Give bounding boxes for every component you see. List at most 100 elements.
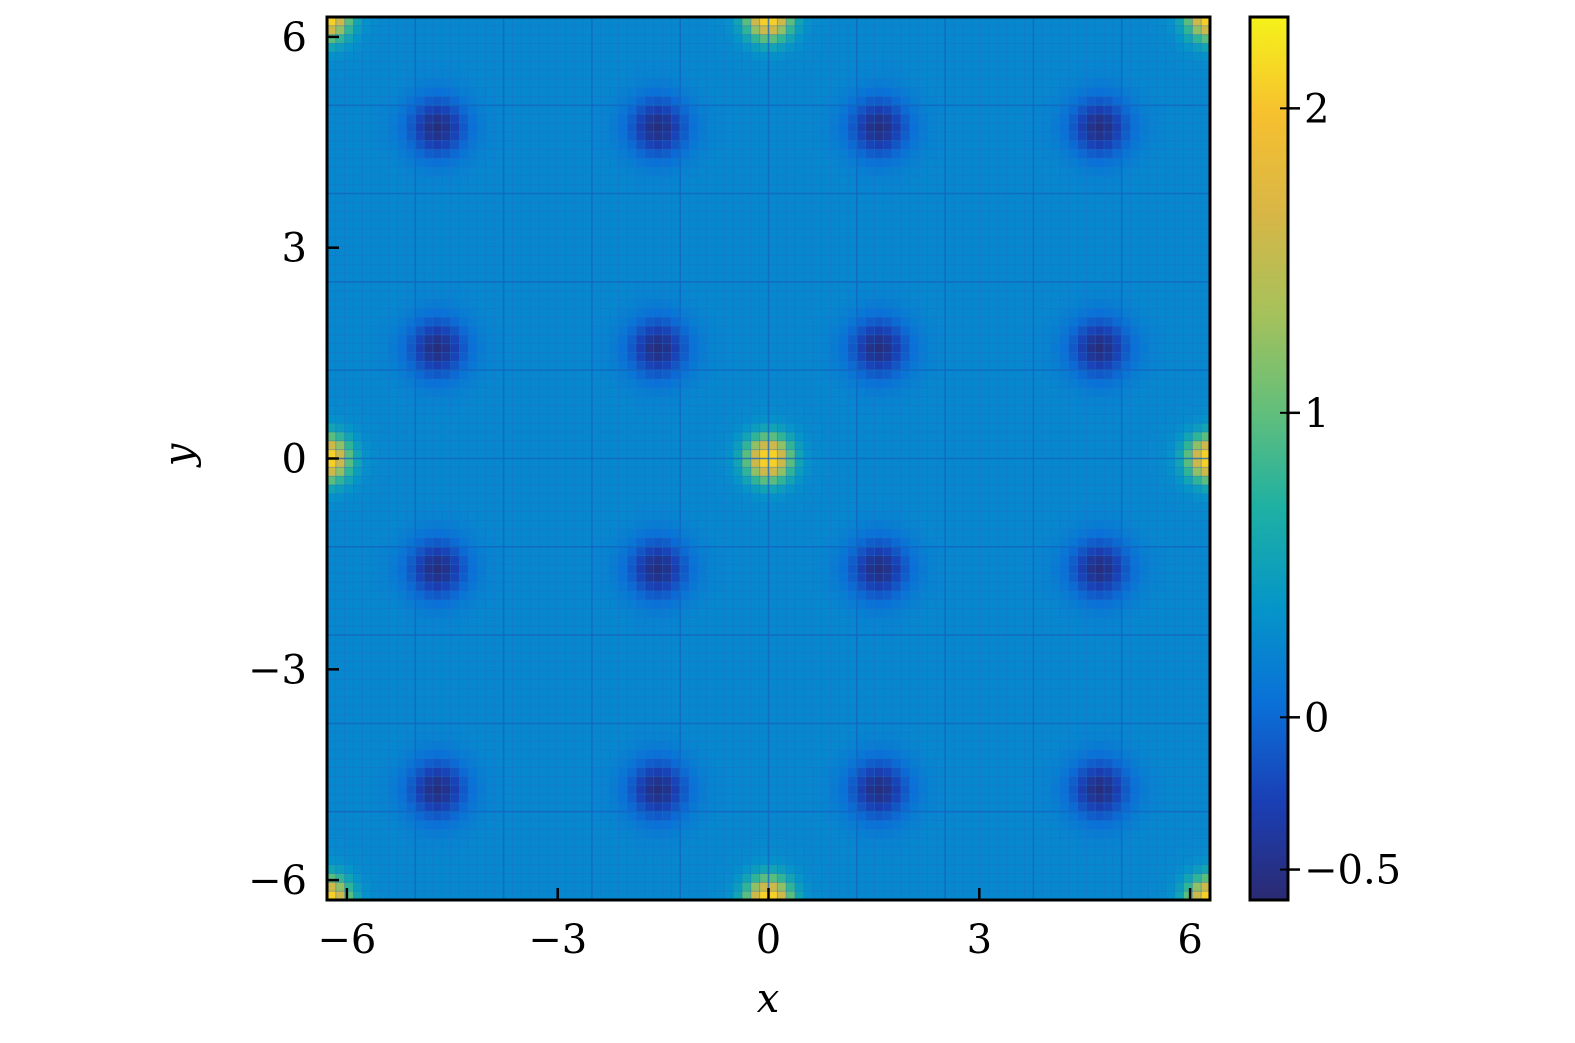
- heatmap-cell: [662, 670, 672, 680]
- heatmap-cell: [415, 78, 425, 89]
- heatmap-cell: [680, 352, 690, 362]
- heatmap-cell: [441, 202, 452, 212]
- heatmap-cell: [697, 635, 708, 645]
- heatmap-cell: [432, 114, 443, 124]
- heatmap-cell: [609, 582, 619, 592]
- heatmap-cell: [441, 679, 452, 689]
- heatmap-cell: [468, 264, 478, 274]
- heatmap-cell: [379, 679, 390, 689]
- heatmap-cell: [644, 175, 655, 186]
- heatmap-cell: [706, 537, 717, 548]
- heatmap-cell: [750, 467, 761, 477]
- heatmap-cell: [644, 564, 655, 574]
- heatmap-cell: [485, 820, 496, 830]
- heatmap-cell: [759, 432, 770, 442]
- heatmap-cell: [512, 661, 522, 672]
- heatmap-cell: [530, 511, 540, 521]
- heatmap-cell: [485, 511, 496, 521]
- heatmap-cell: [530, 370, 540, 380]
- heatmap-cell: [362, 493, 372, 504]
- heatmap-cell: [441, 308, 452, 318]
- heatmap-cell: [485, 723, 496, 733]
- heatmap-cell: [547, 228, 558, 239]
- heatmap-cell: [556, 211, 567, 221]
- heatmap-cell: [379, 432, 390, 442]
- heatmap-cell: [327, 105, 337, 115]
- heatmap-cell: [530, 423, 540, 433]
- heatmap-cell: [750, 449, 761, 460]
- heatmap-cell: [565, 299, 575, 309]
- heatmap-cell: [715, 299, 725, 309]
- heatmap-cell: [680, 617, 690, 627]
- heatmap-cell: [503, 476, 514, 486]
- heatmap-cell: [335, 273, 346, 283]
- heatmap-cell: [742, 25, 752, 36]
- heatmap-cell: [432, 688, 443, 698]
- heatmap-cell: [538, 670, 549, 680]
- heatmap-cell: [327, 396, 337, 407]
- heatmap-cell: [680, 732, 690, 742]
- heatmap-cell: [600, 299, 611, 309]
- heatmap-cell: [494, 273, 505, 283]
- heatmap-cell: [618, 255, 628, 265]
- heatmap-cell: [353, 352, 363, 362]
- heatmap-cell: [689, 370, 699, 380]
- heatmap-cell: [653, 758, 664, 769]
- heatmap-cell: [441, 414, 452, 424]
- heatmap-cell: [689, 308, 699, 318]
- heatmap-cell: [388, 643, 399, 654]
- heatmap-cell: [468, 52, 478, 62]
- heatmap-cell: [583, 34, 593, 45]
- heatmap-cell: [353, 476, 363, 486]
- heatmap-cell: [459, 776, 469, 786]
- heatmap-cell: [512, 714, 522, 724]
- heatmap-cell: [724, 705, 734, 716]
- heatmap-cell: [468, 237, 478, 248]
- heatmap-cell: [503, 52, 514, 62]
- heatmap-cell: [397, 158, 408, 168]
- heatmap-cell: [574, 343, 584, 354]
- heatmap-cell: [530, 723, 540, 733]
- heatmap-cell: [733, 493, 743, 504]
- heatmap-cell: [644, 652, 655, 663]
- heatmap-cell: [397, 829, 408, 839]
- heatmap-cell: [680, 96, 690, 106]
- heatmap-cell: [335, 626, 346, 636]
- heatmap-cell: [388, 149, 399, 159]
- heatmap-cell: [335, 184, 346, 195]
- heatmap-cell: [362, 193, 372, 204]
- heatmap-cell: [327, 69, 337, 80]
- heatmap-cell: [680, 405, 690, 415]
- heatmap-cell: [662, 758, 672, 769]
- heatmap-cell: [441, 246, 452, 257]
- heatmap-cell: [538, 361, 549, 371]
- heatmap-cell: [706, 299, 717, 309]
- heatmap-cell: [565, 670, 575, 680]
- heatmap-cell: [503, 785, 514, 795]
- heatmap-cell: [742, 211, 752, 221]
- heatmap-cell: [344, 228, 355, 239]
- heatmap-cell: [362, 643, 372, 654]
- heatmap-cell: [477, 723, 487, 733]
- heatmap-cell: [574, 396, 584, 407]
- heatmap-cell: [759, 590, 770, 601]
- heatmap-cell: [459, 17, 469, 27]
- heatmap-cell: [415, 158, 425, 168]
- heatmap-cell: [591, 405, 602, 415]
- heatmap-cell: [583, 582, 593, 592]
- heatmap-cell: [406, 387, 416, 398]
- heatmap-cell: [327, 820, 337, 830]
- heatmap-cell: [662, 131, 672, 142]
- heatmap-cell: [697, 811, 708, 822]
- heatmap-cell: [379, 17, 390, 27]
- heatmap-cell: [362, 529, 372, 539]
- heatmap-cell: [415, 228, 425, 239]
- heatmap-cell: [477, 590, 487, 601]
- heatmap-cell: [512, 273, 522, 283]
- heatmap-cell: [547, 847, 558, 857]
- heatmap-cell: [600, 582, 611, 592]
- heatmap-cell: [618, 467, 628, 477]
- heatmap-cell: [609, 25, 619, 36]
- heatmap-cell: [468, 193, 478, 204]
- heatmap-cell: [521, 255, 531, 265]
